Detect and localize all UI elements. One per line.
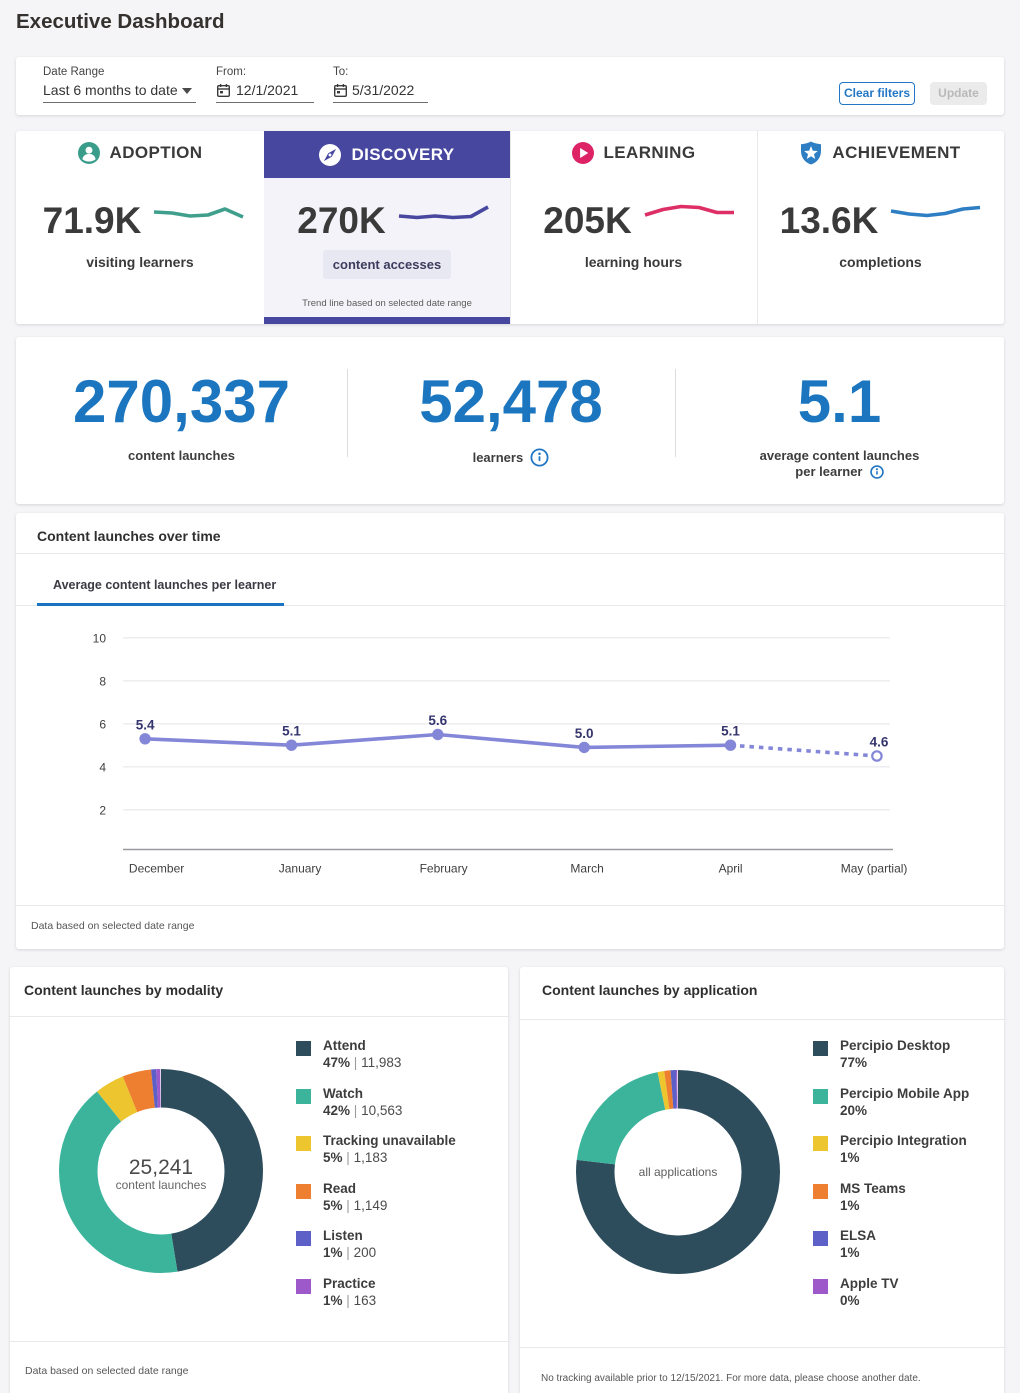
svg-text:5.1: 5.1 <box>282 724 301 739</box>
svg-text:2: 2 <box>99 804 106 818</box>
svg-text:4: 4 <box>99 761 106 775</box>
svg-text:April: April <box>719 862 743 876</box>
svg-text:May (partial): May (partial) <box>841 862 908 876</box>
svg-text:10: 10 <box>93 632 107 646</box>
svg-text:March: March <box>570 862 603 876</box>
svg-text:8: 8 <box>99 675 106 689</box>
svg-text:5.4: 5.4 <box>136 717 155 732</box>
svg-text:6: 6 <box>99 718 106 732</box>
svg-text:5.1: 5.1 <box>721 724 740 739</box>
svg-text:February: February <box>420 862 468 876</box>
svg-text:5.0: 5.0 <box>575 726 594 741</box>
svg-text:4.6: 4.6 <box>870 735 889 750</box>
svg-text:December: December <box>129 862 184 876</box>
svg-text:5.6: 5.6 <box>428 713 447 728</box>
svg-text:January: January <box>279 862 322 876</box>
